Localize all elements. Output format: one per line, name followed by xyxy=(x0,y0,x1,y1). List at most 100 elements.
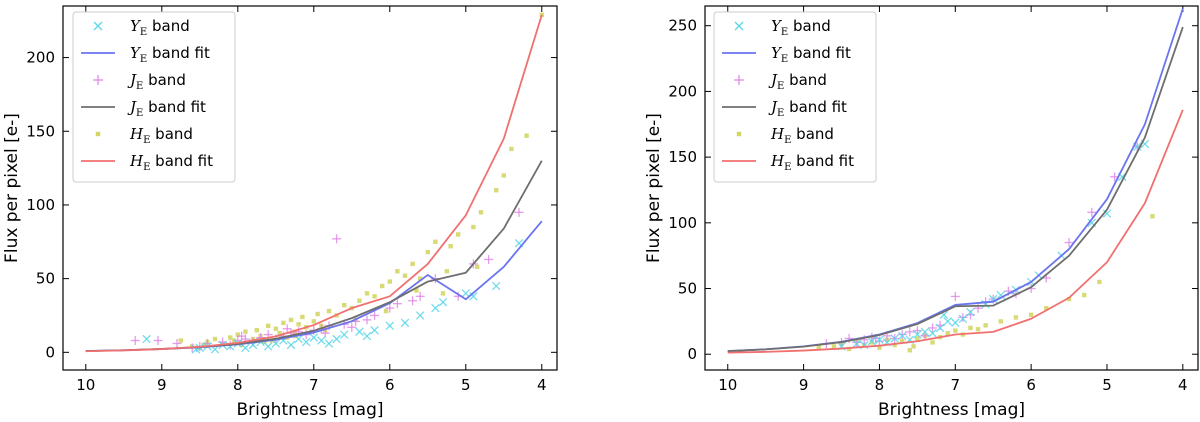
legend-label: JE band xyxy=(127,71,186,92)
h-band-point xyxy=(414,288,419,293)
h-band-point xyxy=(410,261,415,267)
legend-label: HE band xyxy=(770,125,834,146)
j-band-point xyxy=(912,326,922,336)
plot-area xyxy=(727,8,1184,354)
y-band-point xyxy=(875,335,884,345)
h-band-point xyxy=(380,283,385,289)
h-band-point xyxy=(395,269,400,274)
j-band-point xyxy=(415,291,425,301)
legend-label: HE band fit xyxy=(770,152,854,173)
y-tick-label: 0 xyxy=(45,343,55,361)
h-band-point xyxy=(524,133,529,138)
x-tick-label: 8 xyxy=(875,376,885,394)
h-band-point xyxy=(953,328,958,333)
legend: YE band YE band fit JE band JE band fit HE b… xyxy=(713,11,877,183)
legend-label: HE band xyxy=(129,125,193,146)
h-band-point xyxy=(1028,312,1034,318)
h-band-point xyxy=(1097,279,1102,285)
j-band-point xyxy=(958,312,968,322)
y-band-point xyxy=(438,297,448,307)
h-band-point xyxy=(501,173,506,178)
y-band-point xyxy=(1102,209,1112,218)
h-band-point xyxy=(892,342,897,348)
h-band-point xyxy=(277,330,282,336)
h-band-point xyxy=(433,239,438,244)
legend-box xyxy=(713,11,877,183)
y-band-point xyxy=(339,330,349,339)
h-band-point xyxy=(254,328,259,333)
h-band-point xyxy=(228,335,233,340)
h-band-point xyxy=(311,319,316,324)
plot-frame xyxy=(62,5,558,371)
x-tick-label: 6 xyxy=(1026,376,1036,394)
legend-plus-marker xyxy=(93,75,103,85)
j-band-point xyxy=(897,330,907,340)
h-band-point xyxy=(383,308,389,314)
y-band-point xyxy=(928,328,937,338)
y-band-point xyxy=(958,314,968,324)
y-band-point xyxy=(415,311,425,320)
legend-label: JE band fit xyxy=(768,98,847,119)
h-band-point xyxy=(288,317,294,323)
h-band-point xyxy=(475,264,480,270)
x-tick-label: 4 xyxy=(1178,376,1188,394)
h-band-point xyxy=(968,325,973,331)
h-band-point xyxy=(930,340,935,345)
h-band-point xyxy=(877,345,882,350)
h-fit-line xyxy=(85,14,543,353)
y-tick-label: 100 xyxy=(668,214,697,232)
y-axis-label: Flux per pixel [e-] xyxy=(644,113,664,263)
h-band-point xyxy=(846,346,852,352)
h-band-point xyxy=(281,320,286,326)
h-band-point xyxy=(869,340,875,345)
legend-label: JE band fit xyxy=(127,98,206,119)
h-band-point xyxy=(326,308,332,314)
j-band-point xyxy=(950,291,960,301)
y-axis-label: Flux per pixel [e-] xyxy=(2,113,22,263)
legend-label: HE band fit xyxy=(129,152,213,173)
h-band-point xyxy=(372,294,377,299)
h-band-point xyxy=(364,291,370,296)
h-band-point xyxy=(444,269,449,274)
x-tick-label: 10 xyxy=(76,376,95,394)
y-band-point xyxy=(431,303,440,313)
j-band-point xyxy=(905,327,915,337)
h-band-point xyxy=(273,326,278,331)
h-band-point xyxy=(983,323,988,328)
h-band-point xyxy=(387,279,392,284)
y-band-point xyxy=(400,318,410,328)
y-band-point xyxy=(951,318,960,327)
h-band-point xyxy=(1150,214,1155,219)
h-band-point xyxy=(471,224,476,230)
x-tick-label: 10 xyxy=(718,376,737,394)
left-panel: 10 9 8 7 6 5 4 0 50 100 150 200 Brightness [mag] Flux… xyxy=(2,5,558,420)
y-band-point xyxy=(385,321,395,331)
y-band-point xyxy=(324,339,334,348)
legend-box xyxy=(72,11,236,183)
x-tick-label: 7 xyxy=(951,376,961,394)
j-band-point xyxy=(320,328,330,338)
y-band-point xyxy=(309,333,319,342)
j-band-point xyxy=(237,331,247,341)
y-band-point xyxy=(897,331,907,341)
j-band-point xyxy=(385,303,395,313)
j-band-point xyxy=(347,322,357,332)
y-tick-label: 150 xyxy=(668,148,697,166)
j-band-point xyxy=(130,336,140,346)
h-band-point xyxy=(448,244,453,249)
legend: YE band YE band fit JE band JE band fit HE b… xyxy=(72,11,236,183)
h-band-point xyxy=(1044,306,1049,311)
y-band-point xyxy=(362,331,372,341)
h-band-point xyxy=(915,336,920,341)
h-band-point xyxy=(178,338,183,343)
j-band-point xyxy=(362,315,372,325)
h-band-point xyxy=(300,314,305,320)
j-band-point xyxy=(514,207,524,217)
y-band-point xyxy=(332,334,341,344)
x-tick-label: 6 xyxy=(385,376,395,394)
h-band-point xyxy=(509,146,514,152)
h-band-point xyxy=(235,332,240,337)
h-band-point xyxy=(494,188,499,193)
y-band-point xyxy=(920,327,930,337)
right-panel: 10 9 8 7 6 5 4 0 50 100 150 200 250 Brightness [mag] F… xyxy=(644,5,1199,420)
